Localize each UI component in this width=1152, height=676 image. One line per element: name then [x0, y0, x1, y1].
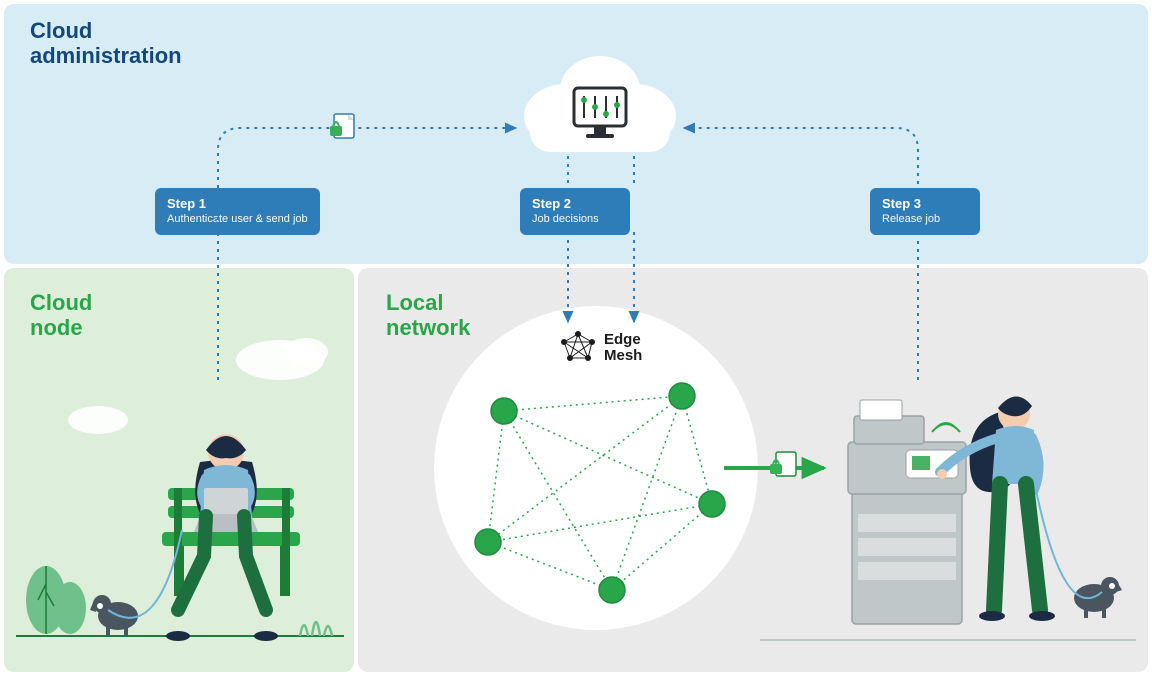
edge-mesh-text: Edge [604, 332, 642, 348]
mesh-node [491, 398, 517, 424]
mesh-node [475, 529, 501, 555]
diagram-svg [0, 0, 1152, 676]
person-on-bench-illustration [90, 434, 300, 641]
flow-printer-to-cloud [684, 128, 918, 380]
edge-mesh-logo-icon [561, 331, 595, 361]
mesh-node [669, 383, 695, 409]
secure-document-icon [330, 114, 354, 138]
edge-mesh-label: Edge Mesh [604, 332, 642, 364]
cloud-server-icon [524, 56, 676, 152]
mesh-node [699, 491, 725, 517]
printer-and-user-illustration [760, 396, 1136, 640]
edge-mesh-text: Mesh [604, 348, 642, 364]
secure-document-icon [770, 452, 796, 476]
mesh-node [599, 577, 625, 603]
mesh-network [475, 383, 725, 603]
